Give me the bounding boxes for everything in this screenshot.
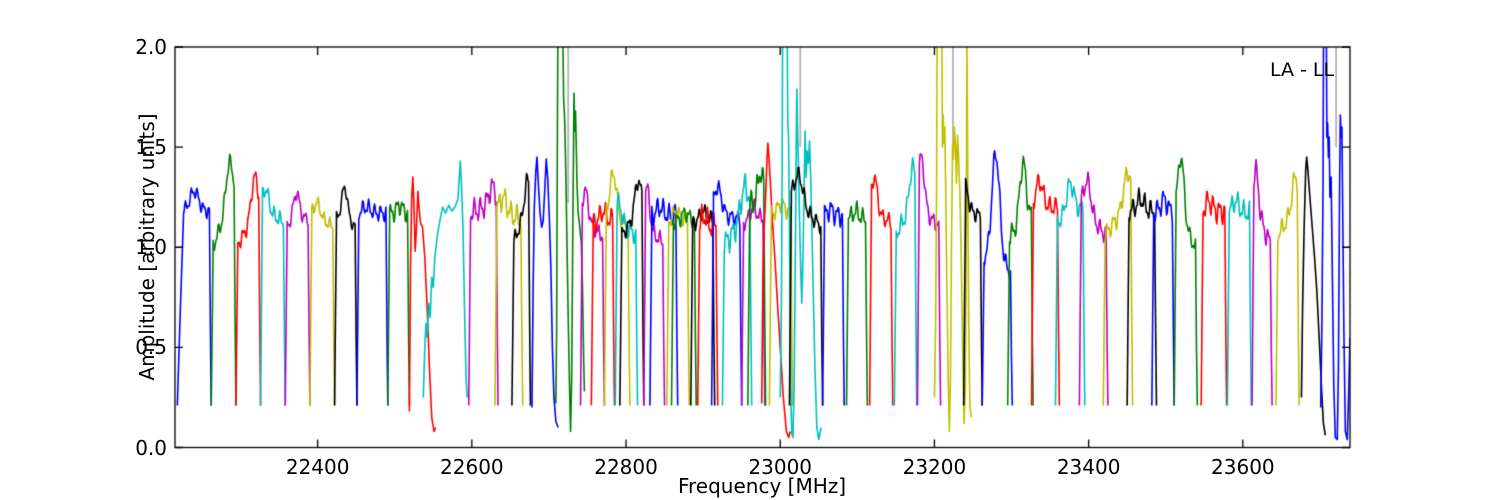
y-tick-label: 0.5 — [135, 335, 167, 360]
x-tick-label: 23400 — [1056, 454, 1121, 479]
x-tick-label: 23200 — [902, 454, 967, 479]
y-tick-label: 2.0 — [135, 35, 167, 59]
x-tick-label: 22800 — [594, 454, 658, 479]
x-tick-label: 22600 — [440, 454, 504, 479]
x-axis-label: Frequency [MHz] — [677, 474, 847, 498]
x-tick-label: 23600 — [1211, 454, 1275, 479]
polarization-annotation: LA - LL — [1269, 59, 1335, 81]
x-tick-label: 23000 — [748, 454, 813, 479]
y-tick-label: 1.0 — [135, 235, 167, 260]
y-tick-label: 1.5 — [135, 135, 167, 160]
y-tick-label: 0.0 — [135, 435, 167, 460]
x-tick-label: 22400 — [285, 454, 350, 479]
